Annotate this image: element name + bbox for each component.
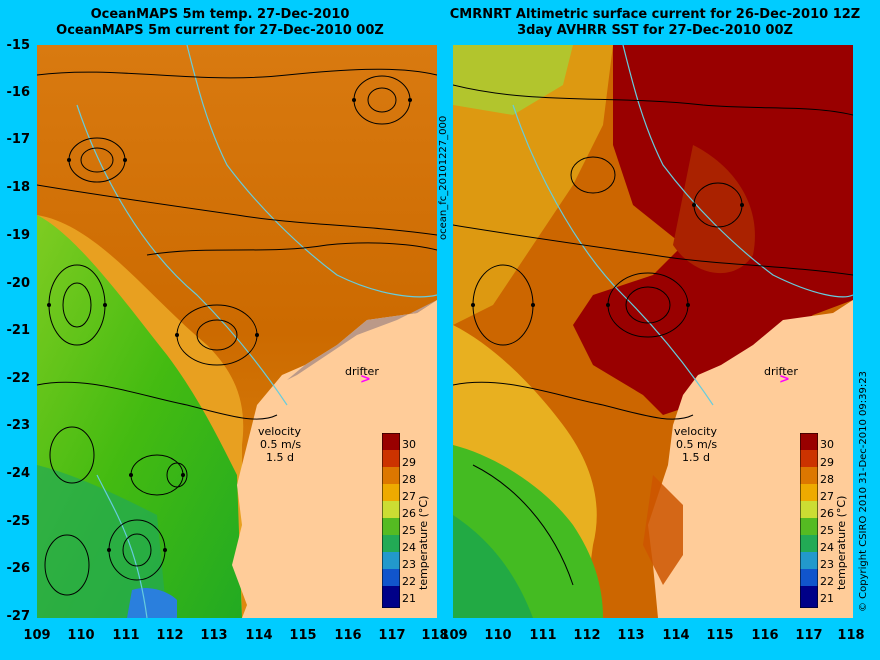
satellite-sst-map[interactable] <box>453 45 853 618</box>
colorbar-tick: 30 <box>820 438 834 451</box>
velocity-title: velocity <box>674 425 717 438</box>
velocity-speed: 0.5 m/s <box>676 438 718 451</box>
x-tick: 118 <box>421 628 449 643</box>
drifter-marker-right[interactable]: > <box>779 372 790 387</box>
colorbar-tick: 26 <box>820 507 834 520</box>
y-tick: -18 <box>6 180 31 195</box>
y-tick: -24 <box>6 466 31 481</box>
left-title-line1: OceanMAPS 5m temp. 27-Dec-2010 <box>90 7 350 22</box>
x-tick: 118 <box>837 628 865 643</box>
x-tick: 109 <box>23 628 51 643</box>
temperature-colorbar-right <box>799 432 819 609</box>
x-tick: 117 <box>378 628 406 643</box>
y-tick: -25 <box>6 514 31 529</box>
x-tick: 109 <box>440 628 468 643</box>
colorbar-tick: 29 <box>820 456 834 469</box>
colorbar-tick: 25 <box>402 524 416 537</box>
left-map-title: OceanMAPS 5m temp. 27-Dec-2010 OceanMAPS… <box>40 7 400 39</box>
colorbar-tick: 28 <box>402 473 416 486</box>
velocity-legend-left: velocity 0.5 m/s 1.5 d <box>258 425 301 464</box>
x-tick: 111 <box>112 628 140 643</box>
forecast-id-label: ocean_fc_20101227_000 <box>438 115 449 240</box>
colorbar-tick: 30 <box>402 438 416 451</box>
copyright-label: © Copyright CSIRO 2010 31-Dec-2010 09:39… <box>858 371 869 612</box>
satellite-sst-map-graphic <box>453 45 853 618</box>
y-tick: -19 <box>6 228 31 243</box>
drifter-label-right: drifter <box>764 365 798 378</box>
y-tick: -16 <box>6 85 31 100</box>
colorbar-tick: 24 <box>820 541 834 554</box>
right-map-title: CMRNRT Altimetric surface current for 26… <box>445 7 865 39</box>
x-tick: 112 <box>573 628 601 643</box>
ocean-model-map[interactable] <box>37 45 437 618</box>
x-tick: 114 <box>245 628 273 643</box>
ocean-model-map-graphic <box>37 45 437 618</box>
y-tick: -26 <box>6 561 31 576</box>
colorbar-tick: 29 <box>402 456 416 469</box>
y-tick: -21 <box>6 323 31 338</box>
x-tick: 110 <box>484 628 512 643</box>
colorbar-tick: 24 <box>402 541 416 554</box>
velocity-title: velocity <box>258 425 301 438</box>
velocity-legend-right: velocity 0.5 m/s 1.5 d <box>674 425 717 464</box>
velocity-time: 1.5 d <box>682 451 710 464</box>
y-tick: -22 <box>6 371 31 386</box>
y-tick: -27 <box>6 609 31 624</box>
colorbar-tick: 21 <box>402 592 416 605</box>
colorbar-tick: 27 <box>402 490 416 503</box>
y-tick: -15 <box>6 38 31 53</box>
colorbar-label-left: temperature (°C) <box>417 495 430 590</box>
colorbar-tick: 21 <box>820 592 834 605</box>
colorbar-tick: 23 <box>402 558 416 571</box>
colorbar-tick: 22 <box>820 575 834 588</box>
drifter-label-left: drifter <box>345 365 379 378</box>
colorbar-tick: 28 <box>820 473 834 486</box>
x-tick: 114 <box>662 628 690 643</box>
colorbar-tick: 27 <box>820 490 834 503</box>
y-tick: -17 <box>6 132 31 147</box>
colorbar-tick: 26 <box>402 507 416 520</box>
x-tick: 115 <box>706 628 734 643</box>
right-title-line1: CMRNRT Altimetric surface current for 26… <box>449 7 861 22</box>
colorbar-tick: 25 <box>820 524 834 537</box>
colorbar-tick: 22 <box>402 575 416 588</box>
colorbar-tick: 23 <box>820 558 834 571</box>
velocity-speed: 0.5 m/s <box>260 438 302 451</box>
x-tick: 113 <box>200 628 228 643</box>
colorbar-label-right: temperature (°C) <box>835 495 848 590</box>
left-title-line2: OceanMAPS 5m current for 27-Dec-2010 00Z <box>56 23 384 38</box>
y-tick: -20 <box>6 276 31 291</box>
x-tick: 116 <box>334 628 362 643</box>
x-tick: 110 <box>67 628 95 643</box>
x-tick: 116 <box>751 628 779 643</box>
y-tick: -23 <box>6 418 31 433</box>
velocity-time: 1.5 d <box>266 451 294 464</box>
drifter-marker-left[interactable]: > <box>360 372 371 387</box>
x-tick: 112 <box>156 628 184 643</box>
right-title-line2: 3day AVHRR SST for 27-Dec-2010 00Z <box>517 23 793 38</box>
x-tick: 115 <box>289 628 317 643</box>
temperature-colorbar-left <box>381 432 401 609</box>
x-tick: 111 <box>529 628 557 643</box>
x-tick: 113 <box>617 628 645 643</box>
x-tick: 117 <box>795 628 823 643</box>
